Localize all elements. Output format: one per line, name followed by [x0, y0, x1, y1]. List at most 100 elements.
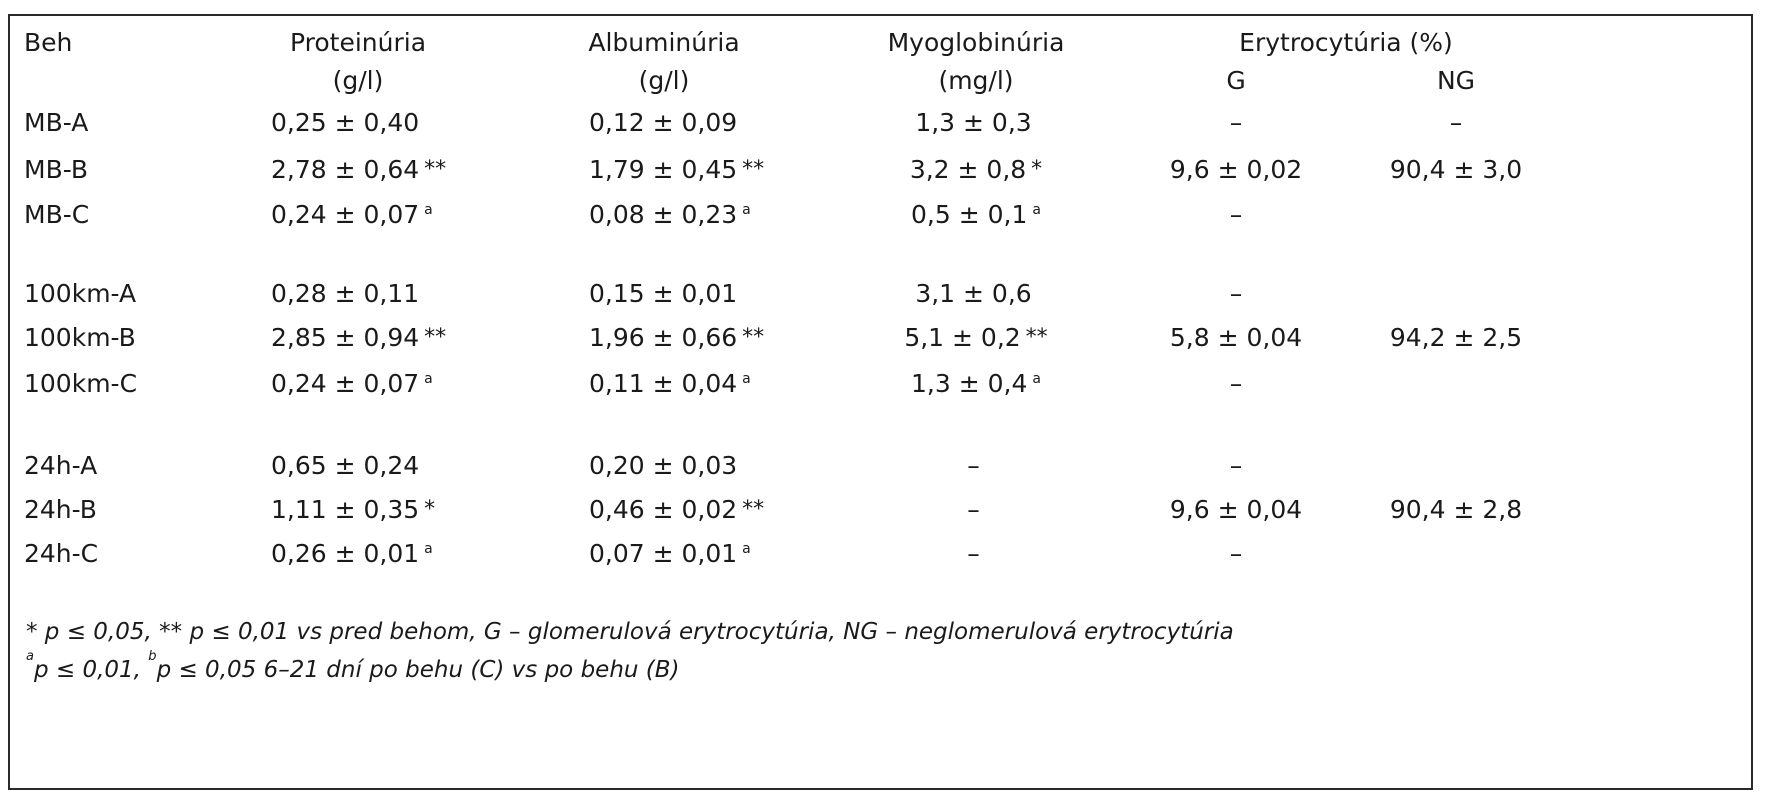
cell-beh: 24h-B — [24, 495, 97, 525]
significance-mark: a — [424, 371, 433, 387]
cell-value: 100km-C — [24, 369, 138, 398]
cell-value: 0,15 ± 0,01 — [589, 279, 738, 308]
cell-g: – — [1230, 539, 1243, 569]
cell-value: 100km-B — [24, 323, 136, 352]
cell-prot: 2,85 ± 0,94 ** — [271, 323, 446, 353]
cell-value: MB-B — [24, 155, 89, 184]
significance-mark: * — [424, 497, 436, 522]
cell-value: 0,5 ± 0,1 — [911, 200, 1028, 229]
cell-g: – — [1230, 108, 1243, 138]
cell-value: 0,07 ± 0,01 — [589, 539, 738, 568]
cell-value: – — [967, 451, 980, 480]
cell-prot: 0,65 ± 0,24 — [271, 451, 424, 481]
cell-value: 0,24 ± 0,07 — [271, 200, 420, 229]
cell-myo: 5,1 ± 0,2 ** — [904, 323, 1047, 353]
footnote-follow-up: ap ≤ 0,01, bp ≤ 0,05 6–21 dní po behu (C… — [26, 650, 680, 684]
cell-alb: 0,11 ± 0,04 a — [589, 369, 751, 399]
cell-prot: 1,11 ± 0,35 * — [271, 495, 435, 525]
cell-value: 0,11 ± 0,04 — [589, 369, 738, 398]
cell-g: 5,8 ± 0,04 — [1170, 323, 1302, 353]
cell-value: 1,79 ± 0,45 — [589, 155, 738, 184]
footnote-significance: * p ≤ 0,05, ** p ≤ 0,01 vs pred behom, G… — [26, 619, 1234, 645]
significance-mark: a — [1032, 371, 1041, 387]
cell-prot: 0,24 ± 0,07 a — [271, 200, 433, 230]
cell-myo: – — [967, 451, 985, 481]
header-ng: NG — [1436, 66, 1476, 95]
cell-myo: 0,5 ± 0,1 a — [911, 200, 1041, 230]
cell-alb: 0,08 ± 0,23 a — [589, 200, 751, 230]
cell-value: – — [1229, 200, 1243, 229]
cell-g: – — [1230, 369, 1243, 399]
header-albuminuria-unit: (g/l) — [638, 66, 690, 95]
cell-value: – — [1229, 451, 1243, 480]
header-proteinuria: Proteinúria — [289, 28, 427, 57]
cell-value: 3,2 ± 0,8 — [909, 155, 1027, 184]
header-erytrocyturia: Erytrocytúria (%) — [1239, 28, 1453, 57]
cell-value: 2,78 ± 0,64 — [271, 155, 420, 184]
cell-alb: 0,12 ± 0,09 — [589, 108, 742, 138]
significance-mark: a — [424, 202, 433, 218]
significance-mark: ** — [424, 325, 447, 350]
cell-prot: 0,26 ± 0,01 a — [271, 539, 433, 569]
cell-value: 24h-B — [24, 495, 97, 524]
cell-prot: 0,28 ± 0,11 — [271, 279, 424, 309]
significance-mark: a — [742, 371, 751, 387]
cell-value: 100km-A — [24, 279, 137, 308]
cell-beh: MB-A — [24, 108, 88, 138]
cell-myo: 3,2 ± 0,8 * — [910, 155, 1042, 185]
cell-value: – — [967, 495, 980, 524]
header-proteinuria-unit: (g/l) — [332, 66, 384, 95]
cell-value: 90,4 ± 2,8 — [1389, 495, 1523, 524]
significance-mark: a — [1032, 202, 1041, 218]
cell-value: 2,85 ± 0,94 — [271, 323, 420, 352]
significance-mark: a — [424, 541, 433, 557]
cell-alb: 0,20 ± 0,03 — [589, 451, 742, 481]
header-beh: Beh — [24, 28, 73, 57]
cell-value: 5,8 ± 0,04 — [1169, 323, 1303, 352]
cell-value: 9,6 ± 0,04 — [1169, 495, 1303, 524]
cell-value: 1,11 ± 0,35 — [271, 495, 420, 524]
footnote-mark-a: a — [26, 649, 34, 665]
significance-mark: ** — [742, 325, 765, 350]
cell-myo: – — [967, 539, 985, 569]
cell-value: 5,1 ± 0,2 — [904, 323, 1021, 352]
cell-value: 24h-C — [24, 539, 99, 568]
cell-myo: – — [967, 495, 985, 525]
footnote-mark-b: b — [148, 649, 157, 665]
cell-ng: 90,4 ± 3,0 — [1390, 155, 1522, 185]
cell-prot: 0,24 ± 0,07 a — [271, 369, 433, 399]
cell-myo: 3,1 ± 0,6 — [915, 279, 1036, 309]
footnote-part-2: p ≤ 0,05 6–21 dní po behu (C) vs po behu… — [156, 657, 680, 683]
significance-mark: ** — [1025, 325, 1048, 350]
header-albuminuria: Albuminúria — [588, 28, 740, 57]
cell-value: 94,2 ± 2,5 — [1389, 323, 1523, 352]
cell-g: – — [1230, 279, 1243, 309]
cell-alb: 0,46 ± 0,02 ** — [589, 495, 764, 525]
cell-value: MB-A — [24, 108, 89, 137]
significance-mark: a — [742, 541, 751, 557]
cell-g: 9,6 ± 0,02 — [1170, 155, 1302, 185]
cell-value: 3,1 ± 0,6 — [915, 279, 1032, 308]
cell-value: 90,4 ± 3,0 — [1389, 155, 1523, 184]
cell-value: 0,46 ± 0,02 — [589, 495, 738, 524]
cell-value: 9,6 ± 0,02 — [1169, 155, 1303, 184]
table-frame — [8, 14, 1753, 790]
cell-beh: MB-C — [24, 200, 89, 230]
cell-value: – — [1229, 108, 1243, 137]
cell-value: – — [1229, 279, 1243, 308]
cell-value: 0,12 ± 0,09 — [589, 108, 738, 137]
cell-prot: 2,78 ± 0,64 ** — [271, 155, 446, 185]
cell-alb: 1,96 ± 0,66 ** — [589, 323, 764, 353]
significance-mark: * — [1031, 157, 1043, 182]
cell-value: 1,3 ± 0,3 — [915, 108, 1032, 137]
cell-alb: 0,07 ± 0,01 a — [589, 539, 751, 569]
cell-value: MB-C — [24, 200, 90, 229]
cell-ng: 94,2 ± 2,5 — [1390, 323, 1522, 353]
cell-g: – — [1230, 200, 1243, 230]
cell-alb: 1,79 ± 0,45 ** — [589, 155, 764, 185]
cell-value: – — [1449, 108, 1463, 137]
cell-value: 24h-A — [24, 451, 98, 480]
significance-mark: ** — [742, 497, 765, 522]
cell-value: 1,3 ± 0,4 — [911, 369, 1028, 398]
cell-value: – — [967, 539, 980, 568]
